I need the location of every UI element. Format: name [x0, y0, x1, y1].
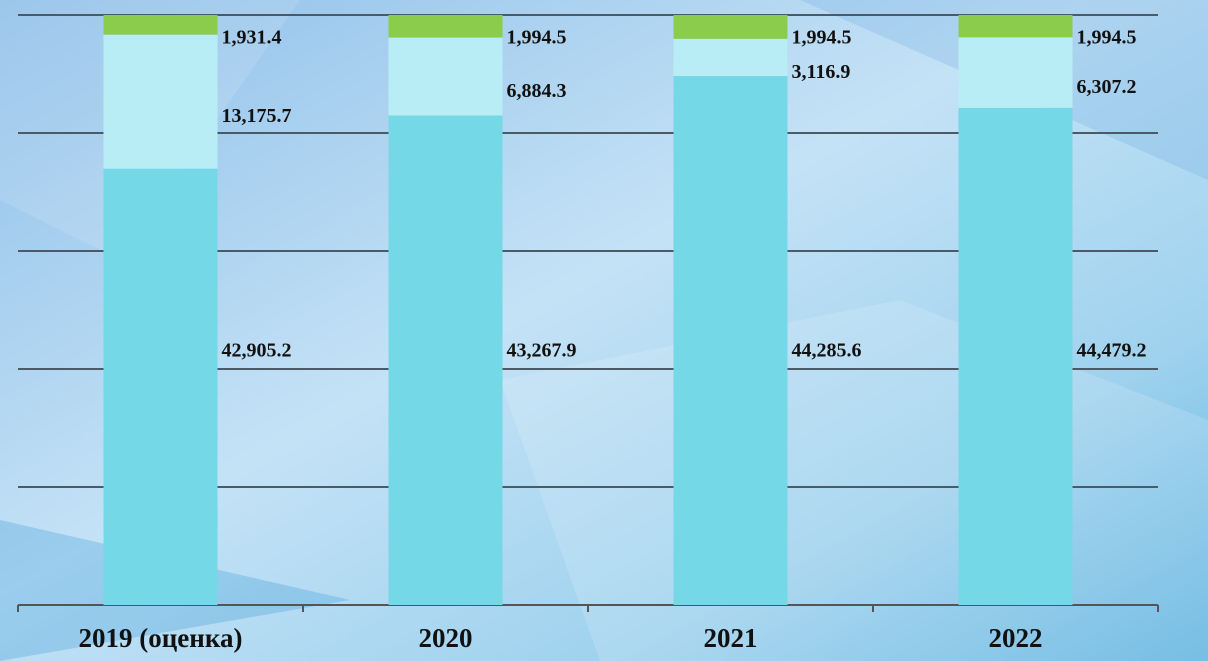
bar-segment — [958, 37, 1073, 108]
x-tick-label: 2022 — [989, 623, 1043, 653]
data-label: 1,931.4 — [222, 27, 282, 49]
x-tick-label: 2021 — [704, 623, 758, 653]
data-label: 1,994.5 — [792, 27, 852, 49]
x-tick-label: 2020 — [419, 623, 473, 653]
bar-segment — [673, 38, 788, 77]
bar-segment — [388, 37, 503, 116]
bar-segment — [958, 15, 1073, 38]
data-label: 1,994.5 — [1077, 27, 1137, 49]
data-label: 3,116.9 — [792, 61, 851, 83]
data-label: 44,479.2 — [1077, 340, 1147, 362]
bar-segment — [958, 107, 1073, 606]
x-tick-label: 2019 (оценка) — [79, 623, 243, 653]
data-label: 42,905.2 — [222, 340, 292, 362]
data-label: 6,884.3 — [507, 80, 567, 102]
bar-segment — [388, 15, 503, 38]
data-label: 1,994.5 — [507, 27, 567, 49]
bar-segment — [673, 15, 788, 39]
bar-segment — [103, 168, 218, 605]
bar-segment — [103, 15, 218, 35]
bar-segment — [388, 115, 503, 606]
bar-segment — [673, 76, 788, 606]
data-label: 44,285.6 — [792, 340, 862, 362]
data-label: 13,175.7 — [222, 105, 292, 127]
data-label: 6,307.2 — [1077, 76, 1137, 98]
bar-segment — [103, 34, 218, 169]
data-label: 43,267.9 — [507, 340, 577, 362]
